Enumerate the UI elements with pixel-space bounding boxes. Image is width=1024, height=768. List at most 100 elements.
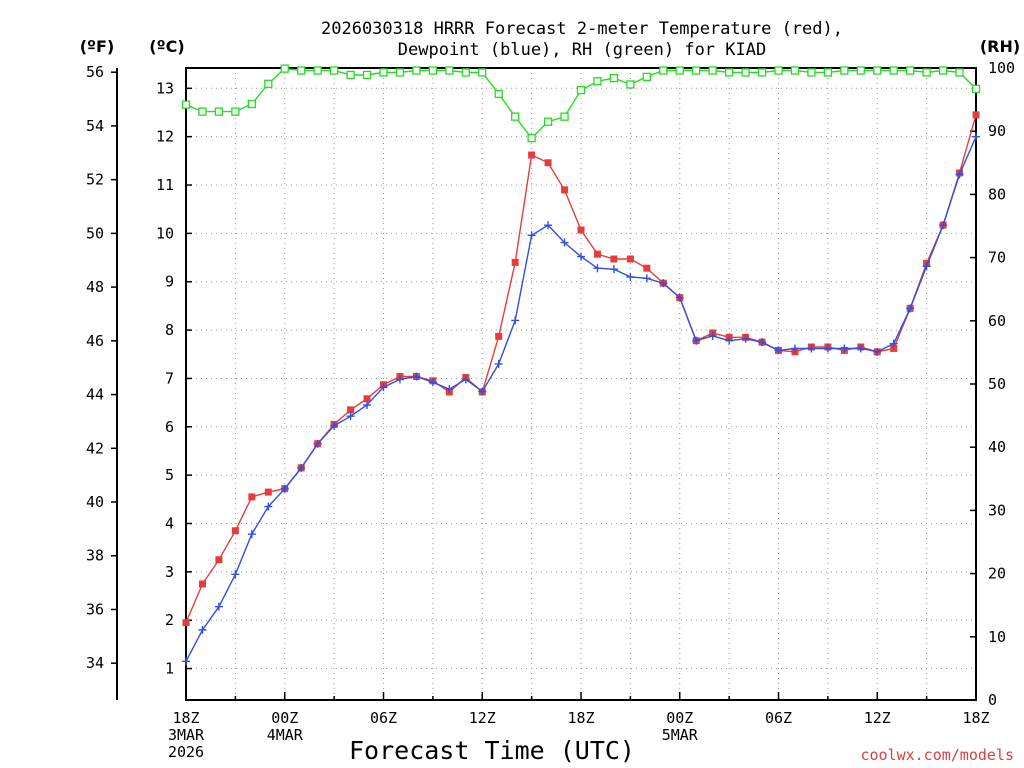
fahrenheit-tick-label: 34 bbox=[86, 654, 104, 672]
celsius-tick-label: 12 bbox=[156, 128, 174, 146]
dewpoint-point bbox=[807, 344, 816, 353]
dewpoint-point bbox=[972, 132, 980, 141]
rh-point bbox=[214, 107, 224, 116]
fahrenheit-unit-label: (ºF) bbox=[80, 37, 115, 56]
dewpoint-point bbox=[889, 339, 898, 348]
dewpoint-point bbox=[758, 338, 767, 347]
dewpoint-point bbox=[577, 252, 585, 261]
temperature-point bbox=[528, 151, 536, 159]
rh-tick-label: 20 bbox=[988, 565, 1006, 583]
rh-point bbox=[313, 66, 322, 75]
temperature-point bbox=[626, 255, 634, 263]
x-tick-label: 18Z bbox=[962, 709, 989, 727]
rh-point bbox=[362, 70, 372, 80]
rh-tick-label: 40 bbox=[988, 438, 1006, 456]
rh-point bbox=[181, 100, 191, 109]
dewpoint-point bbox=[231, 570, 240, 579]
fahrenheit-tick-label: 36 bbox=[86, 600, 104, 618]
celsius-tick-label: 11 bbox=[156, 176, 174, 194]
dewpoint-point bbox=[906, 304, 915, 313]
celsius-tick-label: 10 bbox=[156, 224, 174, 242]
x-tick-label: 18Z bbox=[172, 709, 199, 727]
celsius-tick-label: 9 bbox=[165, 273, 174, 291]
temperature-point bbox=[643, 264, 651, 272]
dewpoint-point bbox=[823, 344, 832, 353]
rh-point bbox=[856, 66, 865, 75]
chart-title-line-2: Dewpoint (blue), RH (green) for KIAD bbox=[398, 40, 766, 60]
dewpoint-point bbox=[363, 401, 372, 410]
rh-tick-label: 0 bbox=[988, 691, 997, 709]
fahrenheit-tick-label: 44 bbox=[86, 386, 104, 404]
dewpoint-point bbox=[659, 279, 668, 288]
dewpoint-point bbox=[198, 625, 207, 634]
temperature-point bbox=[511, 258, 519, 266]
rh-point bbox=[889, 66, 898, 75]
rh-point bbox=[576, 85, 586, 95]
dewpoint-point bbox=[214, 602, 223, 611]
dewpoint-point bbox=[428, 378, 437, 387]
rh-point bbox=[247, 99, 256, 109]
dewpoint-point bbox=[560, 238, 569, 247]
celsius-tick-label: 4 bbox=[165, 515, 174, 533]
temperature-point bbox=[495, 332, 503, 340]
temperature-point bbox=[264, 488, 272, 496]
rh-unit-label: (RH) bbox=[980, 37, 1020, 56]
dewpoint-point bbox=[412, 372, 421, 381]
rh-point bbox=[823, 68, 833, 77]
rh-point bbox=[560, 112, 569, 121]
celsius-tick-label: 8 bbox=[165, 321, 174, 339]
rh-point bbox=[198, 107, 207, 116]
temperature-point bbox=[363, 395, 371, 403]
rh-point bbox=[264, 79, 273, 88]
rh-point bbox=[478, 68, 487, 77]
rh-point bbox=[494, 89, 503, 99]
rh-point bbox=[297, 66, 306, 75]
rh-tick-label: 100 bbox=[988, 59, 1015, 77]
fahrenheit-tick-label: 48 bbox=[86, 278, 104, 296]
rh-point bbox=[527, 134, 536, 143]
rh-point bbox=[659, 66, 668, 75]
temperature-point bbox=[610, 255, 618, 263]
x-tick-label: 4MAR bbox=[267, 726, 304, 744]
x-tick-label: 5MAR bbox=[662, 726, 699, 744]
dewpoint-point bbox=[527, 231, 536, 240]
fahrenheit-tick-label: 46 bbox=[86, 332, 104, 350]
dewpoint-point bbox=[494, 359, 503, 368]
rh-tick-label: 30 bbox=[988, 501, 1006, 519]
rh-point bbox=[675, 66, 684, 75]
fahrenheit-tick-label: 52 bbox=[86, 171, 104, 189]
rh-point bbox=[724, 68, 734, 77]
x-tick-label: 2026 bbox=[168, 743, 204, 761]
dewpoint-point bbox=[790, 344, 799, 353]
temperature-point bbox=[347, 406, 355, 414]
rh-point bbox=[741, 68, 750, 77]
fahrenheit-tick-label: 38 bbox=[86, 547, 104, 565]
dewpoint-point bbox=[856, 344, 865, 353]
celsius-tick-label: 1 bbox=[165, 660, 174, 678]
dewpoint-point bbox=[313, 439, 322, 448]
data-series bbox=[181, 64, 981, 666]
dewpoint-point bbox=[873, 347, 882, 356]
rh-point bbox=[642, 72, 651, 81]
tick-labels: 1234567891011121334363840424446485052545… bbox=[86, 59, 1015, 761]
x-tick-label: 00Z bbox=[666, 709, 693, 727]
rh-point bbox=[626, 80, 635, 89]
dewpoint-point bbox=[675, 293, 684, 302]
dewpoint-point bbox=[593, 264, 602, 273]
celsius-tick-label: 3 bbox=[165, 563, 174, 581]
temperature-point bbox=[593, 250, 601, 258]
fahrenheit-tick-label: 56 bbox=[86, 63, 104, 81]
celsius-tick-label: 2 bbox=[165, 611, 174, 629]
temperature-point bbox=[215, 556, 223, 564]
rh-point bbox=[379, 68, 388, 77]
x-tick-label: 12Z bbox=[469, 709, 496, 727]
temperature-point bbox=[182, 619, 190, 627]
dewpoint-point bbox=[692, 336, 701, 345]
x-axis-label: Forecast Time (UTC) bbox=[349, 736, 635, 765]
dewpoint-point bbox=[182, 657, 190, 666]
rh-point bbox=[790, 66, 800, 75]
dewpoint-point bbox=[922, 262, 931, 271]
rh-point bbox=[461, 68, 470, 77]
dewpoint-point bbox=[708, 331, 717, 340]
